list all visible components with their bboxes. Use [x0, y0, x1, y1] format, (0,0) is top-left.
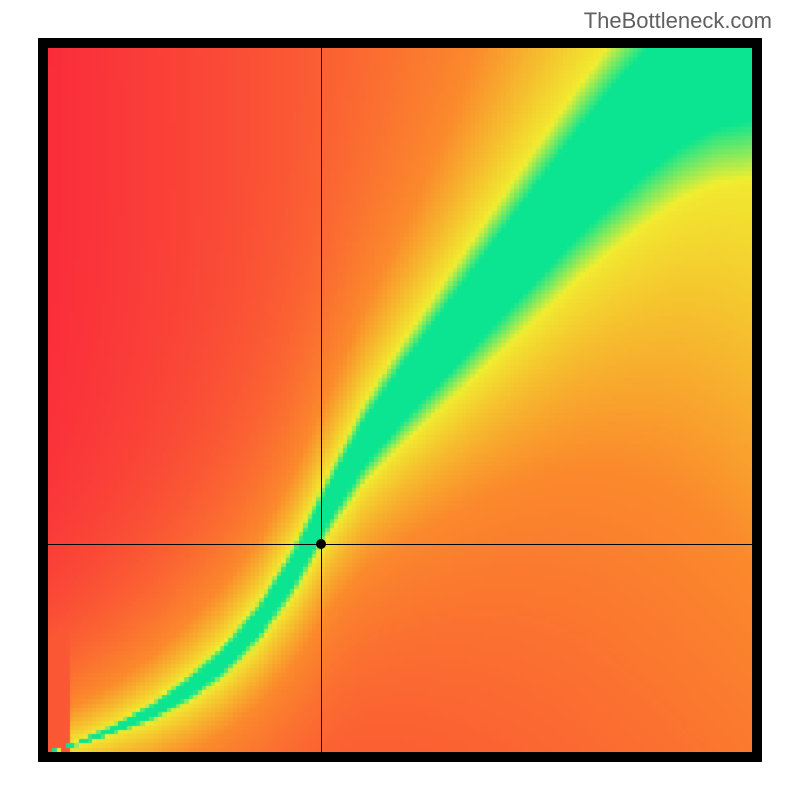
plot-frame — [38, 38, 762, 762]
plot-area — [48, 48, 752, 752]
crosshair-marker — [316, 539, 326, 549]
attribution-text: TheBottleneck.com — [584, 8, 772, 34]
crosshair-vertical — [321, 48, 322, 752]
heatmap-canvas — [48, 48, 752, 752]
crosshair-horizontal — [48, 544, 752, 545]
